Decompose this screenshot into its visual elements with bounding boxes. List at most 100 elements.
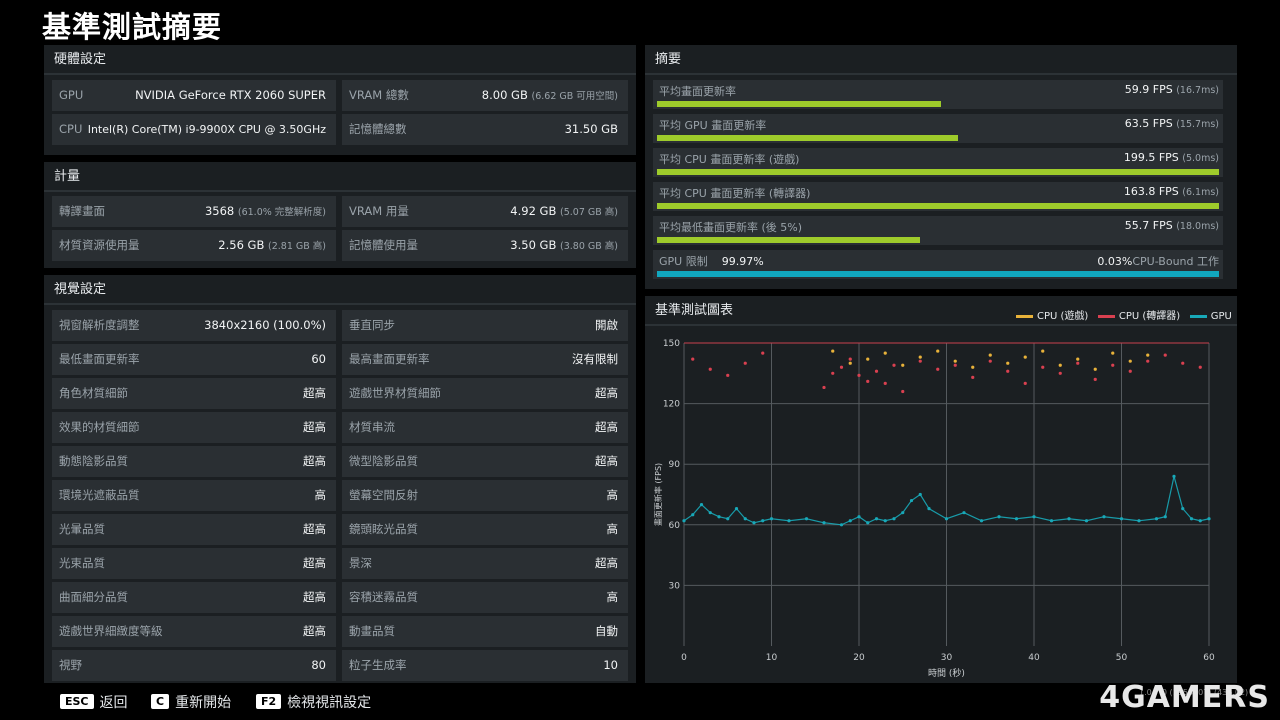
- y-tick-label: 90: [669, 460, 681, 470]
- setting-value: 高: [314, 488, 327, 502]
- data-point: [883, 381, 887, 385]
- x-tick-label: 40: [1028, 653, 1040, 663]
- gpu-limit-row: GPU 限制 99.97% 0.03%CPU-Bound 工作: [653, 250, 1223, 279]
- back-label: 返回: [99, 695, 128, 711]
- vram-usage-label: VRAM 用量: [349, 204, 409, 218]
- setting-right-2: 遊戲世界材質細節 超高: [342, 378, 628, 409]
- setting-value: 60: [311, 352, 326, 366]
- setting-left-2: 角色材質細節 超高: [52, 378, 336, 409]
- data-point: [979, 519, 984, 523]
- legend-item-gpu: GPU: [1189, 311, 1232, 322]
- footer-video-settings[interactable]: F2 檢視視訊設定: [256, 692, 371, 712]
- setting-label: 微型陰影品質: [349, 454, 418, 468]
- gpu-limit-label: GPU 限制 99.97%: [659, 255, 764, 268]
- data-point: [883, 519, 887, 523]
- chart-legend: CPU (遊戲) CPU (轉譯器) GPU: [1016, 307, 1232, 322]
- data-point: [1146, 359, 1150, 363]
- footer-restart[interactable]: C 重新開始: [151, 692, 231, 712]
- data-point: [691, 513, 695, 517]
- legend-item-cpu-game: CPU (遊戲): [1016, 311, 1088, 322]
- data-point: [874, 369, 879, 373]
- setting-right-4: 微型陰影品質 超高: [342, 446, 628, 477]
- cpu-bound-value: 0.03%CPU-Bound 工作: [1097, 255, 1219, 268]
- y-tick-label: 150: [663, 339, 680, 349]
- metrics-header: 計量: [44, 162, 636, 192]
- footer-esc[interactable]: ESC 返回: [60, 692, 128, 712]
- data-point: [848, 519, 852, 523]
- vram-total-label: VRAM 總數: [349, 88, 409, 102]
- data-point: [1058, 371, 1062, 375]
- memory-total-value: 31.50 GB: [564, 122, 618, 136]
- data-point: [1014, 517, 1019, 521]
- setting-left-9: 遊戲世界細緻度等級 超高: [52, 616, 336, 647]
- setting-value: 超高: [303, 624, 326, 638]
- setting-label: 粒子生成率: [349, 658, 407, 672]
- data-point: [1023, 381, 1027, 385]
- data-point: [1023, 355, 1027, 359]
- setting-value: 超高: [303, 454, 326, 468]
- data-point: [892, 517, 896, 521]
- summary-label: 平均最低畫面更新率 (後 5%): [659, 221, 803, 234]
- data-point: [1189, 517, 1194, 521]
- vram-total-value: 8.00 GB (6.62 GB 可用空間): [481, 88, 618, 102]
- data-point: [909, 498, 914, 503]
- data-point: [752, 521, 756, 525]
- memory-usage-label: 記憶體使用量: [349, 238, 418, 252]
- data-point: [717, 515, 721, 519]
- data-point: [822, 521, 826, 525]
- setting-left-8: 曲面細分品質 超高: [52, 582, 336, 613]
- setting-left-7: 光束品質 超高: [52, 548, 336, 579]
- gpu-label: GPU: [59, 88, 84, 102]
- summary-bar: [657, 203, 1219, 209]
- texture-usage-value: 2.56 GB (2.81 GB 高): [218, 238, 326, 252]
- render-cell: 轉譯畫面 3568 (61.0% 完整解析度): [52, 196, 336, 227]
- data-point: [1207, 517, 1211, 521]
- data-point: [953, 359, 957, 363]
- gpu-value: NVIDIA GeForce RTX 2060 SUPER: [135, 88, 326, 102]
- data-point: [1198, 519, 1202, 523]
- summary-row: 平均 CPU 畫面更新率 (遊戲) 199.5 FPS (5.0ms): [653, 148, 1223, 177]
- summary-bar: [657, 169, 1219, 175]
- data-point: [927, 507, 931, 511]
- setting-value: 自動: [595, 624, 618, 638]
- setting-label: 垂直同步: [349, 318, 395, 332]
- setting-label: 曲面細分品質: [59, 590, 128, 604]
- setting-label: 螢幕空間反射: [349, 488, 418, 502]
- data-point: [1198, 365, 1202, 369]
- gpu-cell: GPU NVIDIA GeForce RTX 2060 SUPER: [52, 80, 336, 111]
- legend-item-cpu-render: CPU (轉譯器): [1097, 311, 1180, 322]
- data-point: [726, 373, 730, 377]
- data-point: [1093, 377, 1097, 381]
- data-point: [1128, 369, 1132, 373]
- data-point: [883, 351, 887, 355]
- summary-row: 平均最低畫面更新率 (後 5%) 55.7 FPS (18.0ms): [653, 216, 1223, 245]
- setting-value: 超高: [595, 556, 618, 570]
- data-point: [1111, 363, 1115, 367]
- chart-panel: 基準測試圖表: [645, 296, 1237, 683]
- hardware-header: 硬體設定: [44, 45, 636, 75]
- data-point: [901, 363, 905, 367]
- summary-value: 55.7 FPS (18.0ms): [1124, 219, 1219, 232]
- data-point: [892, 363, 896, 367]
- setting-label: 角色材質細節: [59, 386, 128, 400]
- data-point: [848, 357, 852, 361]
- y-tick-label: 30: [669, 581, 681, 591]
- data-point: [1049, 519, 1054, 523]
- data-point: [699, 503, 704, 507]
- summary-value: 199.5 FPS (5.0ms): [1123, 151, 1219, 164]
- f2-key: F2: [256, 694, 282, 709]
- setting-right-8: 容積迷霧品質 高: [342, 582, 628, 613]
- memory-total-cell: 記憶體總數 31.50 GB: [342, 114, 628, 145]
- setting-label: 視野: [59, 658, 82, 672]
- y-axis-label: 畫面更新率 (FPS): [653, 463, 663, 526]
- summary-bar: [657, 101, 941, 107]
- summary-bar: [657, 135, 958, 141]
- data-point: [708, 511, 712, 515]
- data-point: [866, 521, 870, 525]
- setting-value: 80: [311, 658, 326, 672]
- setting-value: 沒有限制: [572, 352, 618, 366]
- setting-left-10: 視野 80: [52, 650, 336, 681]
- texture-usage-cell: 材質資源使用量 2.56 GB (2.81 GB 高): [52, 230, 336, 261]
- setting-left-4: 動態陰影品質 超高: [52, 446, 336, 477]
- watermark-logo: 4GAMERS: [1099, 680, 1270, 715]
